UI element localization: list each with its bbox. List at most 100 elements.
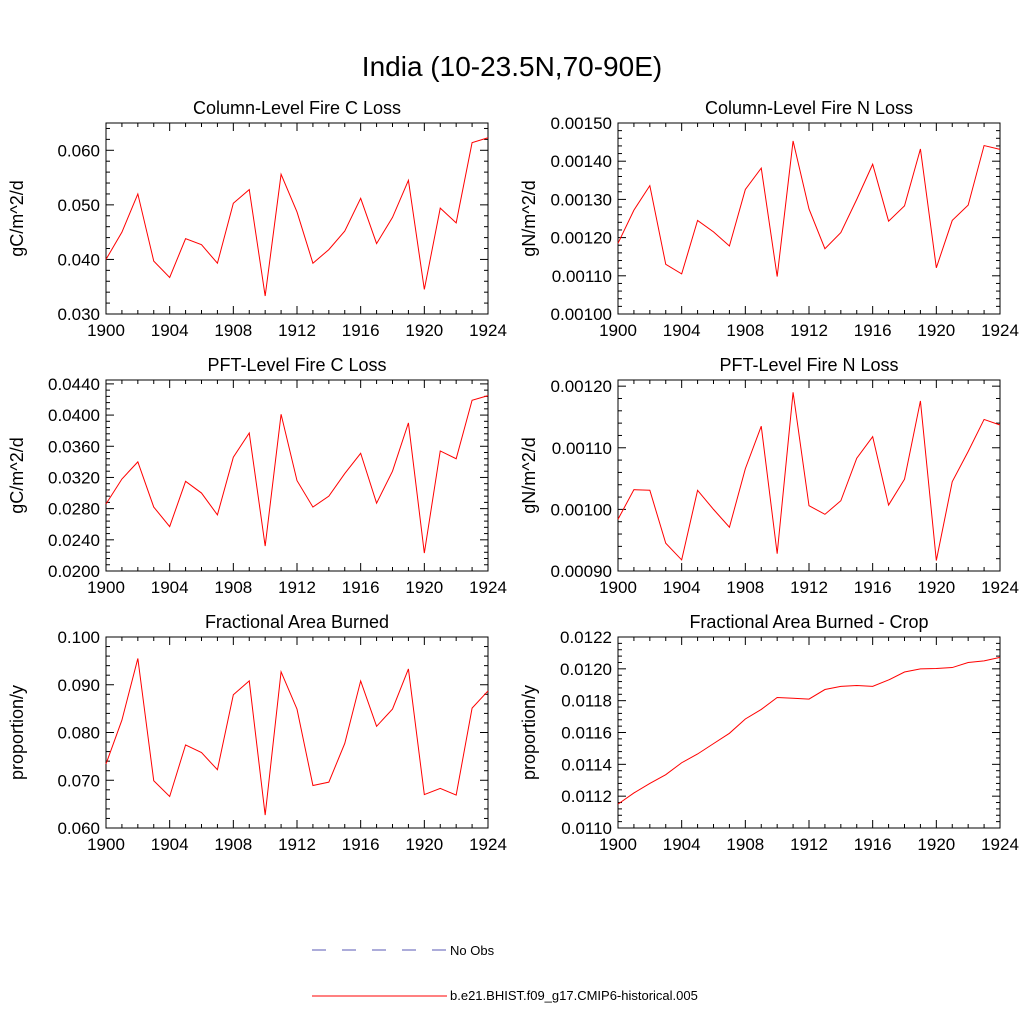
x-tick-label: 1912	[278, 578, 316, 597]
series-line	[105, 658, 489, 816]
x-tick-label: 1908	[726, 321, 764, 340]
y-axis-label: gC/m^2/d	[7, 437, 27, 513]
panel-4: PFT-Level Fire N Loss gN/m^2/d 1900 1904 190…	[519, 355, 1019, 597]
x-tick-label: 1904	[663, 321, 701, 340]
y-tick-label: 0.00090	[551, 562, 612, 581]
y-tick-label: 0.0360	[48, 437, 100, 456]
x-tick-label: 1904	[663, 578, 701, 597]
y-tick-label: 0.0112	[561, 787, 612, 806]
legend-obs-label: No Obs	[450, 943, 495, 958]
x-tick-label: 1900	[599, 321, 637, 340]
y-tick-label: 0.0114	[561, 755, 612, 774]
x-tick-label: 1924	[469, 321, 507, 340]
series-line	[617, 392, 1001, 561]
x-tick-label: 1900	[87, 578, 125, 597]
x-tick-label: 1920	[405, 835, 443, 854]
x-tick-label: 1920	[917, 321, 955, 340]
x-tick-label: 1908	[214, 835, 252, 854]
y-tick-label: 0.0280	[48, 500, 100, 519]
x-tick-label: 1912	[790, 578, 828, 597]
x-tick-label: 1916	[854, 321, 892, 340]
y-tick-label: 0.0116	[561, 724, 612, 743]
y-tick-label: 0.0400	[48, 406, 100, 425]
series-line	[105, 137, 489, 297]
y-tick-label: 0.0240	[48, 531, 100, 550]
panel-2: Column-Level Fire N Loss gN/m^2/d 1900 1904…	[519, 98, 1019, 340]
y-tick-label: 0.100	[57, 628, 100, 647]
x-tick-label: 1920	[405, 578, 443, 597]
x-tick-label: 1900	[87, 321, 125, 340]
x-tick-label: 1924	[981, 835, 1019, 854]
y-tick-label: 0.0118	[561, 692, 612, 711]
x-tick-label: 1920	[917, 835, 955, 854]
y-tick-label: 0.00120	[551, 229, 612, 248]
panel-title: PFT-Level Fire N Loss	[719, 355, 898, 375]
x-tick-label: 1920	[405, 321, 443, 340]
x-tick-label: 1916	[854, 578, 892, 597]
page-title: India (10-23.5N,70-90E)	[362, 51, 662, 82]
series-line	[617, 140, 1001, 277]
y-tick-label: 0.050	[57, 196, 100, 215]
x-tick-label: 1908	[214, 321, 252, 340]
x-tick-label: 1904	[663, 835, 701, 854]
y-tick-label: 0.0200	[48, 562, 100, 581]
x-tick-label: 1904	[151, 578, 189, 597]
panel-6: Fractional Area Burned - Crop proportion/…	[519, 612, 1019, 854]
panel-1: Column-Level Fire C Loss gC/m^2/d 1900 1904…	[7, 98, 507, 340]
panels: Column-Level Fire C Loss gC/m^2/d 1900 1904…	[7, 98, 1019, 854]
x-tick-label: 1924	[469, 578, 507, 597]
y-tick-label: 0.0110	[561, 819, 612, 838]
x-tick-label: 1920	[917, 578, 955, 597]
series-line	[105, 395, 489, 554]
series-line	[617, 656, 1001, 805]
legend: No Obs b.e21.BHIST.f09_g17.CMIP6-histori…	[312, 943, 698, 1003]
panel-title: Fractional Area Burned - Crop	[689, 612, 928, 632]
x-tick-label: 1924	[469, 835, 507, 854]
y-axis-label: gN/m^2/d	[519, 437, 539, 513]
x-tick-label: 1908	[726, 835, 764, 854]
y-tick-label: 0.00130	[551, 190, 612, 209]
y-tick-label: 0.00100	[551, 305, 612, 324]
legend-model-label: b.e21.BHIST.f09_g17.CMIP6-historical.005	[450, 988, 698, 1003]
x-tick-label: 1916	[342, 835, 380, 854]
y-axis-label: gC/m^2/d	[7, 180, 27, 256]
y-axis-label: proportion/y	[7, 685, 27, 780]
panel-title: Column-Level Fire N Loss	[705, 98, 913, 118]
x-tick-label: 1900	[599, 835, 637, 854]
x-tick-label: 1912	[278, 835, 316, 854]
y-tick-label: 0.00110	[552, 267, 612, 286]
y-tick-label: 0.0120	[560, 660, 612, 679]
y-tick-label: 0.0440	[48, 375, 100, 394]
y-tick-label: 0.0320	[48, 468, 100, 487]
x-tick-label: 1900	[599, 578, 637, 597]
panel-5: Fractional Area Burned proportion/y 1900 19…	[7, 612, 507, 854]
y-tick-label: 0.00110	[552, 439, 612, 458]
x-tick-label: 1916	[342, 321, 380, 340]
x-tick-label: 1924	[981, 578, 1019, 597]
y-tick-label: 0.00150	[551, 114, 612, 133]
x-tick-label: 1912	[278, 321, 316, 340]
x-tick-label: 1908	[726, 578, 764, 597]
x-tick-label: 1904	[151, 835, 189, 854]
x-tick-label: 1916	[342, 578, 380, 597]
y-axis-label: gN/m^2/d	[519, 180, 539, 256]
panel-3: PFT-Level Fire C Loss gC/m^2/d 1900 1904 190…	[7, 355, 507, 597]
x-tick-label: 1916	[854, 835, 892, 854]
x-tick-label: 1904	[151, 321, 189, 340]
y-tick-label: 0.070	[57, 771, 100, 790]
panel-title: Fractional Area Burned	[205, 612, 389, 632]
y-tick-label: 0.040	[57, 250, 100, 269]
x-tick-label: 1912	[790, 835, 828, 854]
y-tick-label: 0.00140	[551, 152, 612, 171]
y-tick-label: 0.090	[57, 676, 100, 695]
y-tick-label: 0.060	[57, 819, 100, 838]
y-tick-label: 0.080	[57, 724, 100, 743]
y-axis-label: proportion/y	[519, 685, 539, 780]
x-tick-label: 1924	[981, 321, 1019, 340]
x-tick-label: 1900	[87, 835, 125, 854]
y-tick-label: 0.060	[57, 141, 100, 160]
y-tick-label: 0.030	[57, 305, 100, 324]
y-tick-label: 0.00100	[551, 500, 612, 519]
